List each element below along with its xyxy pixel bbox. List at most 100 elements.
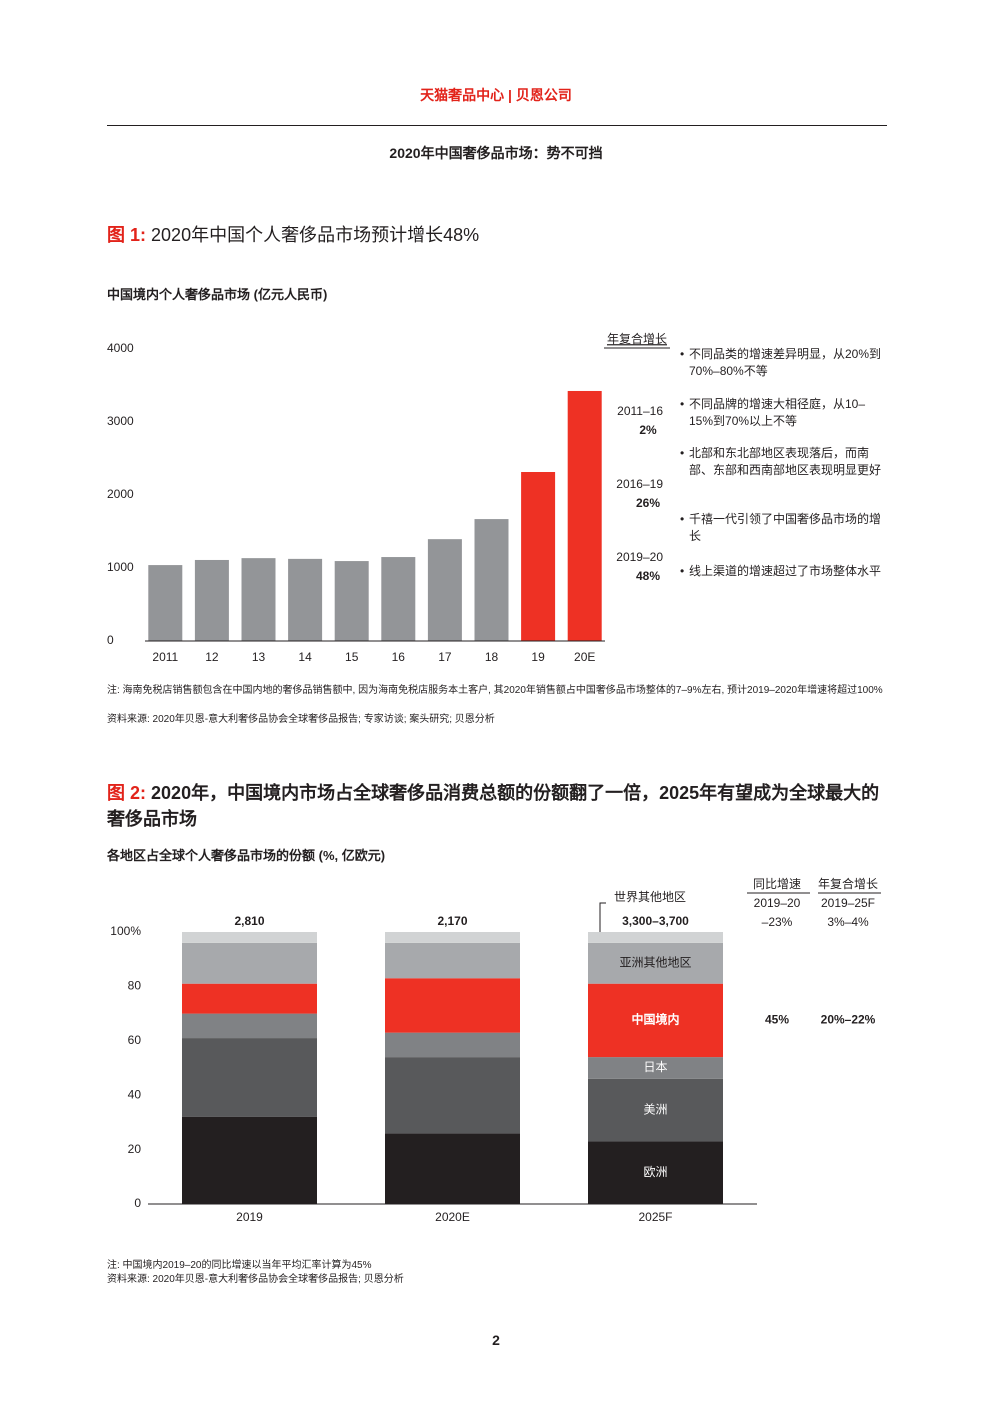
page-number: 2 (492, 1332, 500, 1348)
bracket (599, 902, 606, 935)
bar-segment (588, 1141, 723, 1204)
bullet: 线上渠道的增速超过了市场整体水平 (680, 563, 884, 580)
x-tick-label: 2019 (236, 1210, 263, 1224)
y-tick-label: 100% (110, 924, 141, 938)
table-cell: 3%–4% (827, 915, 869, 929)
bar-segment (385, 932, 520, 943)
bar (474, 519, 509, 641)
cagr-value: 26% (636, 496, 660, 510)
cagr-title: 年复合增长 (607, 331, 667, 346)
table-cell: 45% (765, 1013, 789, 1027)
cagr-period: 2011–16 (617, 404, 663, 418)
x-tick-label: 12 (205, 650, 219, 664)
y-tick-label: 80 (128, 979, 142, 993)
bar-segment (588, 1057, 723, 1079)
bar-segment (588, 1078, 723, 1142)
table-header: 年复合增长 (818, 876, 878, 891)
note: 注: 中国境内2019–20的同比增速以当年平均汇率计算为45% (107, 1260, 372, 1271)
y-tick-label: 20 (128, 1142, 142, 1156)
chart-subtitle: 各地区占全球个人奢侈品市场的份额 (%, 亿欧元) (107, 848, 386, 863)
x-tick-label: 14 (298, 650, 312, 664)
segment-label: 美洲 (643, 1102, 667, 1116)
bar-segment (385, 1057, 520, 1134)
x-tick-label: 2025F (638, 1210, 672, 1224)
bar (288, 558, 323, 641)
bar-segment (182, 932, 317, 943)
y-tick-label: 0 (107, 633, 114, 647)
cagr-value: 48% (636, 569, 660, 583)
x-tick-label: 17 (438, 650, 452, 664)
bar-segment (182, 983, 317, 1014)
bar (148, 565, 183, 641)
brand: 天猫奢品中心 | 贝恩公司 (420, 87, 572, 103)
bar-segment (182, 1013, 317, 1039)
chart-subtitle: 中国境内个人奢侈品市场 (亿元人民币) (107, 287, 328, 302)
bar-segment (182, 1038, 317, 1117)
segment-label: 日本 (643, 1060, 667, 1074)
bar-segment (588, 942, 723, 984)
segment-label: 中国境内 (631, 1012, 679, 1027)
segment-label: 欧洲 (643, 1165, 667, 1179)
x-tick-label: 2011 (152, 650, 178, 664)
x-tick-label: 15 (345, 650, 359, 664)
y-tick-label: 40 (128, 1087, 142, 1101)
x-tick-label: 18 (485, 650, 499, 664)
table-cell: –23% (762, 915, 793, 929)
bar-segment (588, 983, 723, 1058)
bar (567, 390, 602, 641)
bar (427, 539, 462, 641)
bar-segment (385, 942, 520, 979)
figure-heading: 图 2: 2020年，中国境内市场占全球奢侈品消费总额的份额翻了一倍，2025年… (107, 780, 892, 832)
source: 资料来源: 2020年贝恩-意大利奢侈品协会全球奢侈品报告; 专家访谈; 案头研… (107, 714, 495, 725)
x-tick-label: 16 (392, 650, 406, 664)
bullet: 北部和东北部地区表现落后，而南部、东部和西南部地区表现明显更好 (680, 445, 884, 479)
rule (107, 125, 887, 126)
total-label: 3,300–3,700 (622, 914, 689, 928)
bar-segment (385, 1133, 520, 1204)
y-tick-label: 60 (128, 1033, 142, 1047)
table-period: 2019–25F (821, 896, 875, 910)
total-label: 2,170 (437, 914, 467, 928)
bar (241, 558, 276, 641)
y-tick-label: 4000 (107, 341, 134, 355)
figure-title: 2020年，中国境内市场占全球奢侈品消费总额的份额翻了一倍，2025年有望成为全… (107, 783, 880, 829)
bar-segment (385, 978, 520, 1033)
y-tick-label: 3000 (107, 414, 134, 428)
figure-heading: 图 1: 2020年中国个人奢侈品市场预计增长48% (107, 221, 479, 247)
bullet: 不同品牌的增速大相径庭，从10–15%到70%以上不等 (680, 396, 884, 430)
x-tick-label: 19 (531, 650, 545, 664)
figure-title: 2020年中国个人奢侈品市场预计增长48% (151, 225, 480, 245)
table-cell: 20%–22% (821, 1013, 876, 1027)
figure-label: 图 1: (107, 225, 147, 245)
bar (381, 557, 416, 641)
segment-label: 亚洲其他地区 (619, 955, 691, 969)
note: 注: 海南免税店销售额包含在中国内地的奢侈品销售额中, 因为海南免税店服务本土客… (107, 685, 883, 696)
cagr-period: 2016–19 (616, 477, 663, 491)
bar-segment (588, 932, 723, 943)
table-header: 同比增速 (753, 877, 801, 891)
bullet: 不同品类的增速差异明显，从20%到70%–80%不等 (680, 346, 884, 380)
x-tick-label: 13 (252, 650, 266, 664)
cagr-period: 2019–20 (616, 550, 663, 564)
y-tick-label: 2000 (107, 487, 134, 501)
bullet: 千禧一代引领了中国奢侈品市场的增长 (680, 511, 884, 545)
segment-label: 世界其他地区 (614, 890, 686, 904)
bar (194, 559, 229, 641)
y-tick-label: 0 (134, 1196, 141, 1210)
bar (334, 561, 369, 641)
x-tick-label: 2020E (435, 1210, 470, 1224)
cagr-value: 2% (639, 423, 657, 437)
x-tick-label: 20E (574, 650, 595, 664)
bar (521, 472, 556, 641)
y-tick-label: 1000 (107, 560, 134, 574)
total-label: 2,810 (234, 914, 264, 928)
bar-segment (182, 942, 317, 984)
table-period: 2019–20 (754, 896, 801, 910)
page-subtitle: 2020年中国奢侈品市场：势不可挡 (389, 145, 603, 161)
source: 资料来源: 2020年贝恩-意大利奢侈品协会全球奢侈品报告; 贝恩分析 (107, 1274, 404, 1285)
bar-segment (182, 1116, 317, 1204)
bar-segment (385, 1032, 520, 1058)
figure-label: 图 2: (107, 783, 147, 803)
